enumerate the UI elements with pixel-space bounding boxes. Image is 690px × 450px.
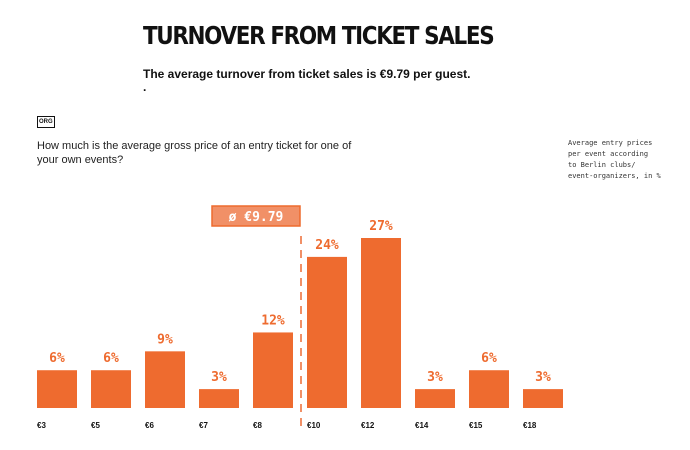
value-label-3: 9%	[157, 332, 173, 347]
value-label-8: 3%	[427, 370, 443, 385]
x-tick-label-4: €7	[199, 421, 208, 430]
value-label-6: 24%	[315, 238, 339, 253]
bar-2	[91, 370, 131, 408]
bar-3	[145, 351, 185, 408]
value-label-9: 6%	[481, 351, 497, 366]
bar-7	[361, 238, 401, 408]
question-text: How much is the average gross price of a…	[37, 140, 352, 166]
page-title: TURNOVER FROM TICKET SALES	[143, 21, 495, 50]
subtitle-dot: .	[143, 80, 147, 94]
x-tick-label-1: €3	[37, 421, 46, 430]
value-label-2: 6%	[103, 351, 119, 366]
subtitle: The average turnover from ticket sales i…	[143, 67, 471, 81]
x-tick-label-6: €10	[307, 421, 321, 430]
bar-1	[37, 370, 77, 408]
x-tick-label-3: €6	[145, 421, 154, 430]
value-label-4: 3%	[211, 370, 227, 385]
value-label-10: 3%	[535, 370, 551, 385]
x-tick-label-7: €12	[361, 421, 375, 430]
x-tick-label-9: €15	[469, 421, 483, 430]
bar-4	[199, 389, 239, 408]
bar-10	[523, 389, 563, 408]
x-tick-label-10: €18	[523, 421, 537, 430]
bar-9	[469, 370, 509, 408]
value-label-1: 6%	[49, 351, 65, 366]
x-tick-label-5: €8	[253, 421, 262, 430]
org-badge: ORG	[37, 116, 55, 128]
average-box	[211, 205, 301, 227]
x-tick-label-8: €14	[415, 421, 429, 430]
bar-6	[307, 256, 347, 408]
x-tick-label-2: €5	[91, 421, 100, 430]
average-label: ø €9.79	[229, 210, 284, 225]
value-label-5: 12%	[261, 313, 285, 328]
bar-5	[253, 332, 293, 408]
chart-note: Average entry prices per event according…	[568, 139, 661, 180]
value-label-7: 27%	[369, 219, 393, 234]
bar-8	[415, 389, 455, 408]
